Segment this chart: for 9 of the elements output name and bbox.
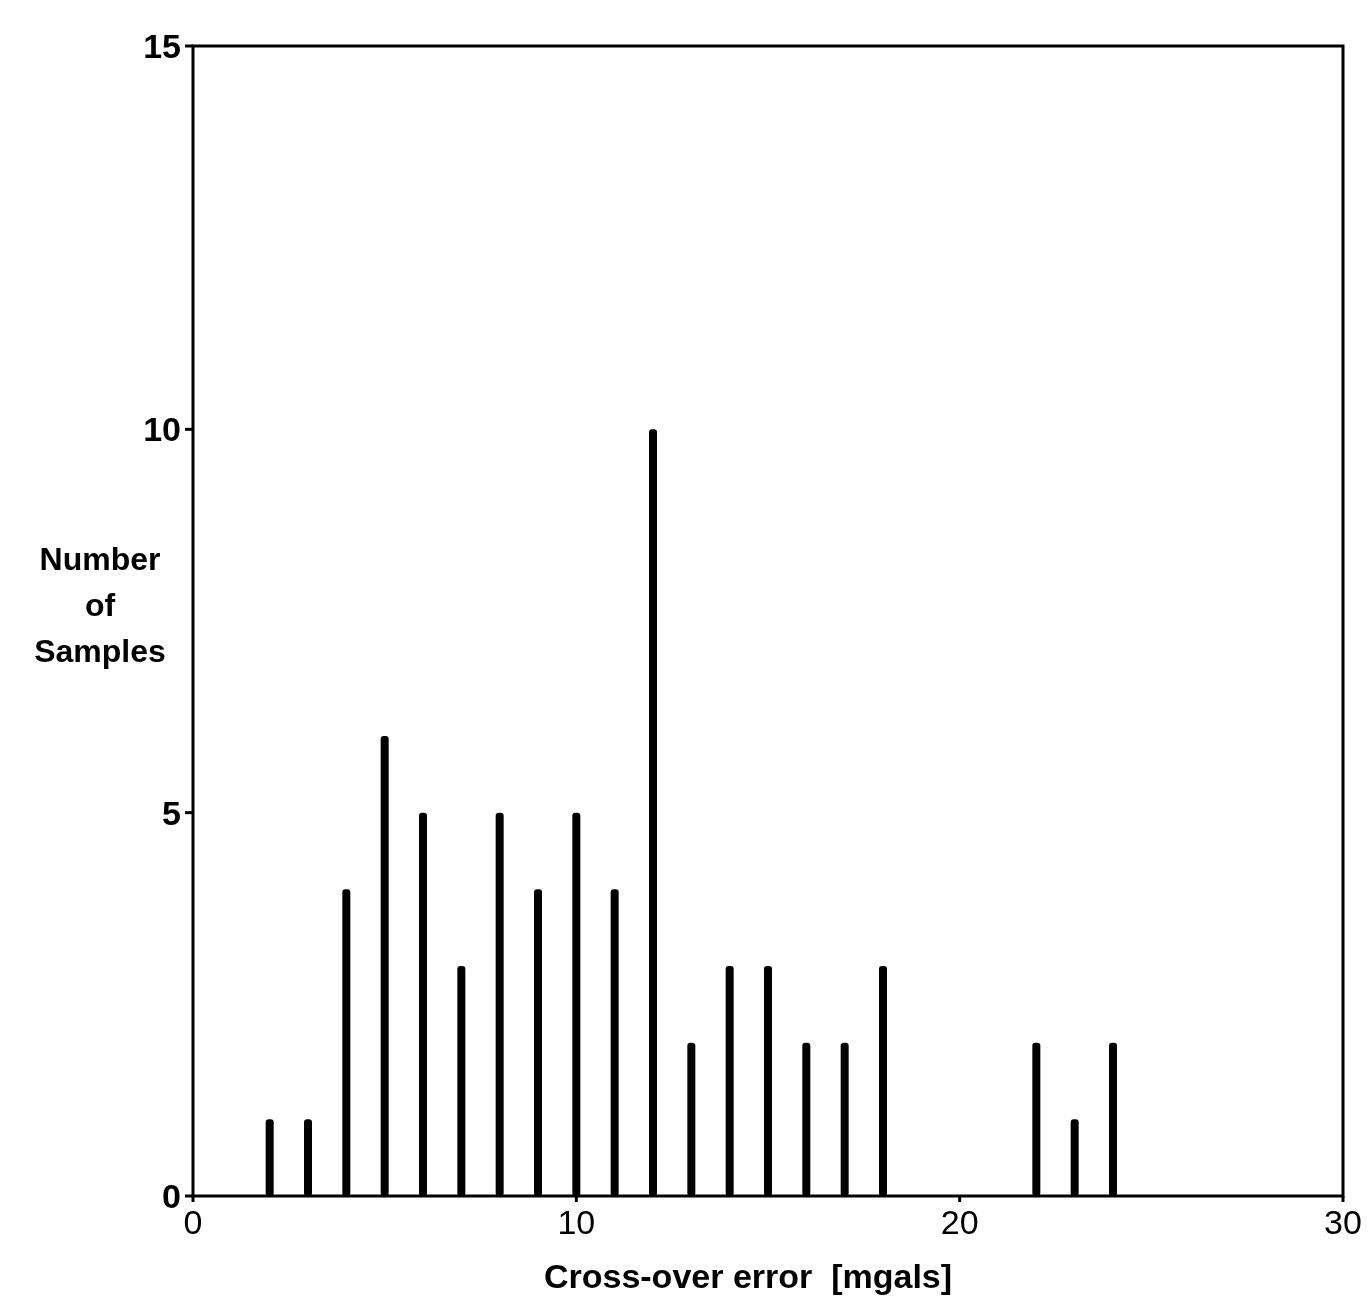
y-tick-label: 5 <box>162 793 181 832</box>
y-tick-label: 15 <box>143 26 181 65</box>
x-axis-title: Cross-over error [mgals] <box>543 1257 953 1295</box>
y-axis-title: Number of Samples <box>34 541 166 669</box>
y-tick-label: 10 <box>143 410 181 449</box>
x-tick-label: 30 <box>1324 1203 1362 1241</box>
x-tick-label: 10 <box>557 1203 596 1241</box>
y-tick-label: 0 <box>162 1176 181 1215</box>
x-tick-label: 20 <box>940 1203 979 1241</box>
